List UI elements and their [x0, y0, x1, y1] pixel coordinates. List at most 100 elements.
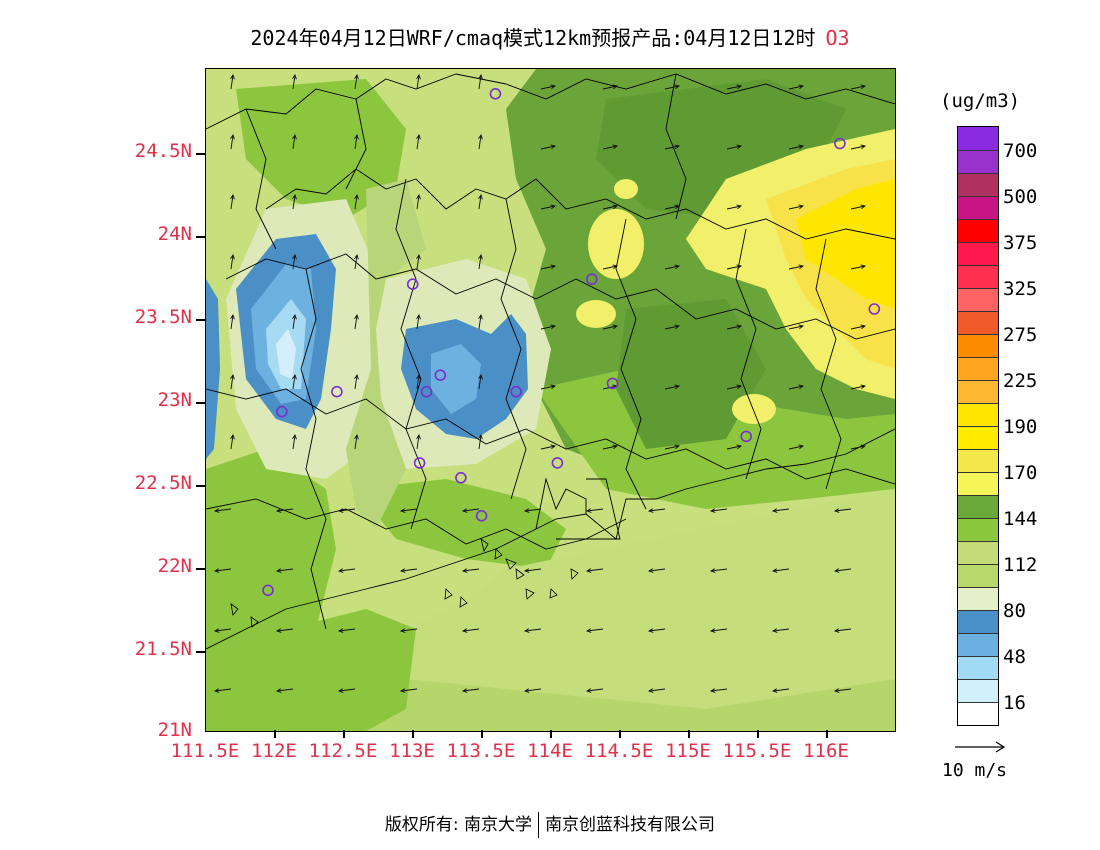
wind-arrowhead-icon — [292, 193, 297, 200]
colorbar-swatch — [958, 426, 998, 449]
wind-arrow-icon — [354, 254, 358, 270]
wind-arrow-icon — [214, 628, 232, 632]
wind-arrowhead-icon — [478, 373, 483, 380]
sea-field — [386, 489, 895, 731]
station-marker — [434, 369, 447, 382]
station-marker — [331, 385, 343, 398]
wind-arrowhead-icon — [461, 508, 468, 513]
station-marker — [413, 457, 426, 469]
wind-arrowhead-icon — [230, 313, 235, 320]
wind-arrowhead-icon — [736, 444, 743, 450]
wind-arrow-icon — [726, 265, 742, 270]
station-marker — [606, 377, 619, 390]
lat-tick — [196, 402, 205, 404]
wind-arrow-icon — [478, 434, 482, 450]
yellow-patch-4 — [614, 179, 638, 199]
colorbar-swatch — [958, 380, 998, 403]
wind-arrowhead-icon — [647, 508, 654, 513]
wind-arrowhead-icon — [292, 253, 297, 260]
wind-arrowhead-icon — [709, 628, 716, 633]
station-marker — [868, 303, 881, 315]
lon-tick — [274, 730, 276, 738]
lat-tick-label: 21N — [157, 719, 192, 741]
copyright: 版权所有: 南京大学 南京创蓝科技有限公司 — [0, 810, 1100, 838]
sea-lower-band — [286, 669, 895, 731]
colorbar-label: 170 — [1003, 462, 1038, 484]
colorbar-swatch — [958, 564, 998, 587]
wind-arrowhead-icon — [860, 324, 867, 330]
wind-arrow-icon — [400, 628, 418, 632]
lon-tick — [412, 730, 414, 738]
colorbar-swatch — [958, 449, 998, 472]
wind-arrow-icon — [276, 508, 294, 512]
wind-arrowhead-icon — [275, 568, 282, 573]
wind-arrow-icon — [710, 628, 728, 632]
colorbar-label: 190 — [1003, 416, 1038, 438]
copyright-separator — [538, 812, 540, 838]
wind-arrowhead-icon — [647, 688, 654, 693]
wind-arrowhead-icon — [230, 253, 235, 260]
wind-arrow-icon — [726, 85, 742, 90]
wind-arrowhead-icon — [354, 433, 359, 440]
wind-arrow-icon — [416, 374, 420, 390]
wind-arrow-icon — [648, 508, 666, 512]
wind-arrowhead-icon — [523, 688, 530, 693]
wind-arrowhead-icon — [860, 444, 867, 450]
colorbar-swatch — [958, 656, 998, 679]
wind-arrowhead-icon — [736, 84, 743, 90]
colorbar-label: 325 — [1003, 278, 1038, 300]
wind-arrow-icon — [788, 265, 804, 270]
wind-arrow-icon — [788, 145, 804, 150]
title-text: 2024年04月12日WRF/cmaq模式12km预报产品:04月12日12时 — [250, 26, 816, 50]
contour-48-edge — [206, 279, 220, 459]
wind-arrow-icon — [664, 445, 680, 450]
wind-arrow-icon — [540, 145, 556, 150]
wind-arrow-icon — [478, 374, 482, 390]
wind-arrow-icon — [462, 628, 480, 632]
wind-arrowhead-icon — [461, 688, 468, 693]
lat-tick — [196, 651, 205, 653]
wind-arrow-icon — [230, 74, 234, 90]
wind-arrow-icon — [524, 628, 542, 632]
wind-arrow-icon — [850, 385, 866, 390]
lon-tick-label: 116E — [803, 740, 849, 762]
wind-arrow-icon — [214, 508, 232, 512]
wind-arrowhead-icon — [523, 508, 530, 513]
wind-arrowhead-icon — [833, 568, 840, 573]
wind-arrow-icon — [478, 194, 482, 210]
colorbar-label: 500 — [1003, 186, 1038, 208]
colorbar-swatch — [958, 518, 998, 541]
colorbar-label: 80 — [1003, 600, 1026, 622]
station-marker — [455, 471, 467, 484]
wind-arrowhead-icon — [585, 508, 592, 513]
station-marker — [585, 273, 598, 285]
wind-arrow-icon — [586, 508, 604, 512]
wind-arrow-icon — [602, 265, 618, 270]
wind-arrow-icon — [648, 628, 666, 632]
wind-arrow-icon — [416, 74, 420, 90]
wind-arrowhead-icon — [416, 313, 421, 320]
wind-arrow-icon — [462, 508, 480, 512]
wind-arrow-icon — [850, 205, 866, 210]
wind-arrowhead-icon — [585, 628, 592, 633]
wind-arrowhead-icon — [798, 144, 805, 150]
lon-tick-label: 113.5E — [446, 740, 516, 762]
wind-arrowhead-icon — [416, 433, 421, 440]
lat-tick — [196, 319, 205, 321]
wind-arrow-icon — [788, 85, 804, 90]
contour-144-band-west — [236, 79, 406, 219]
wind-arrow-icon — [354, 434, 358, 450]
wind-arrow-icon — [834, 628, 852, 632]
wind-arrow-icon — [400, 508, 418, 512]
wind-arrow-icon — [230, 374, 234, 390]
lon-tick — [343, 730, 345, 738]
wind-arrow-icon — [276, 688, 294, 692]
wind-arrow-icon — [416, 314, 420, 330]
wind-arrow-icon — [292, 314, 296, 330]
wind-arrowhead-icon — [550, 264, 557, 270]
wind-arrowhead-icon — [798, 204, 805, 210]
wind-arrow-icon — [338, 628, 356, 632]
colorbar-swatch — [958, 679, 998, 702]
wind-arrowhead-icon — [860, 384, 867, 390]
admin-boundaries — [206, 73, 895, 650]
